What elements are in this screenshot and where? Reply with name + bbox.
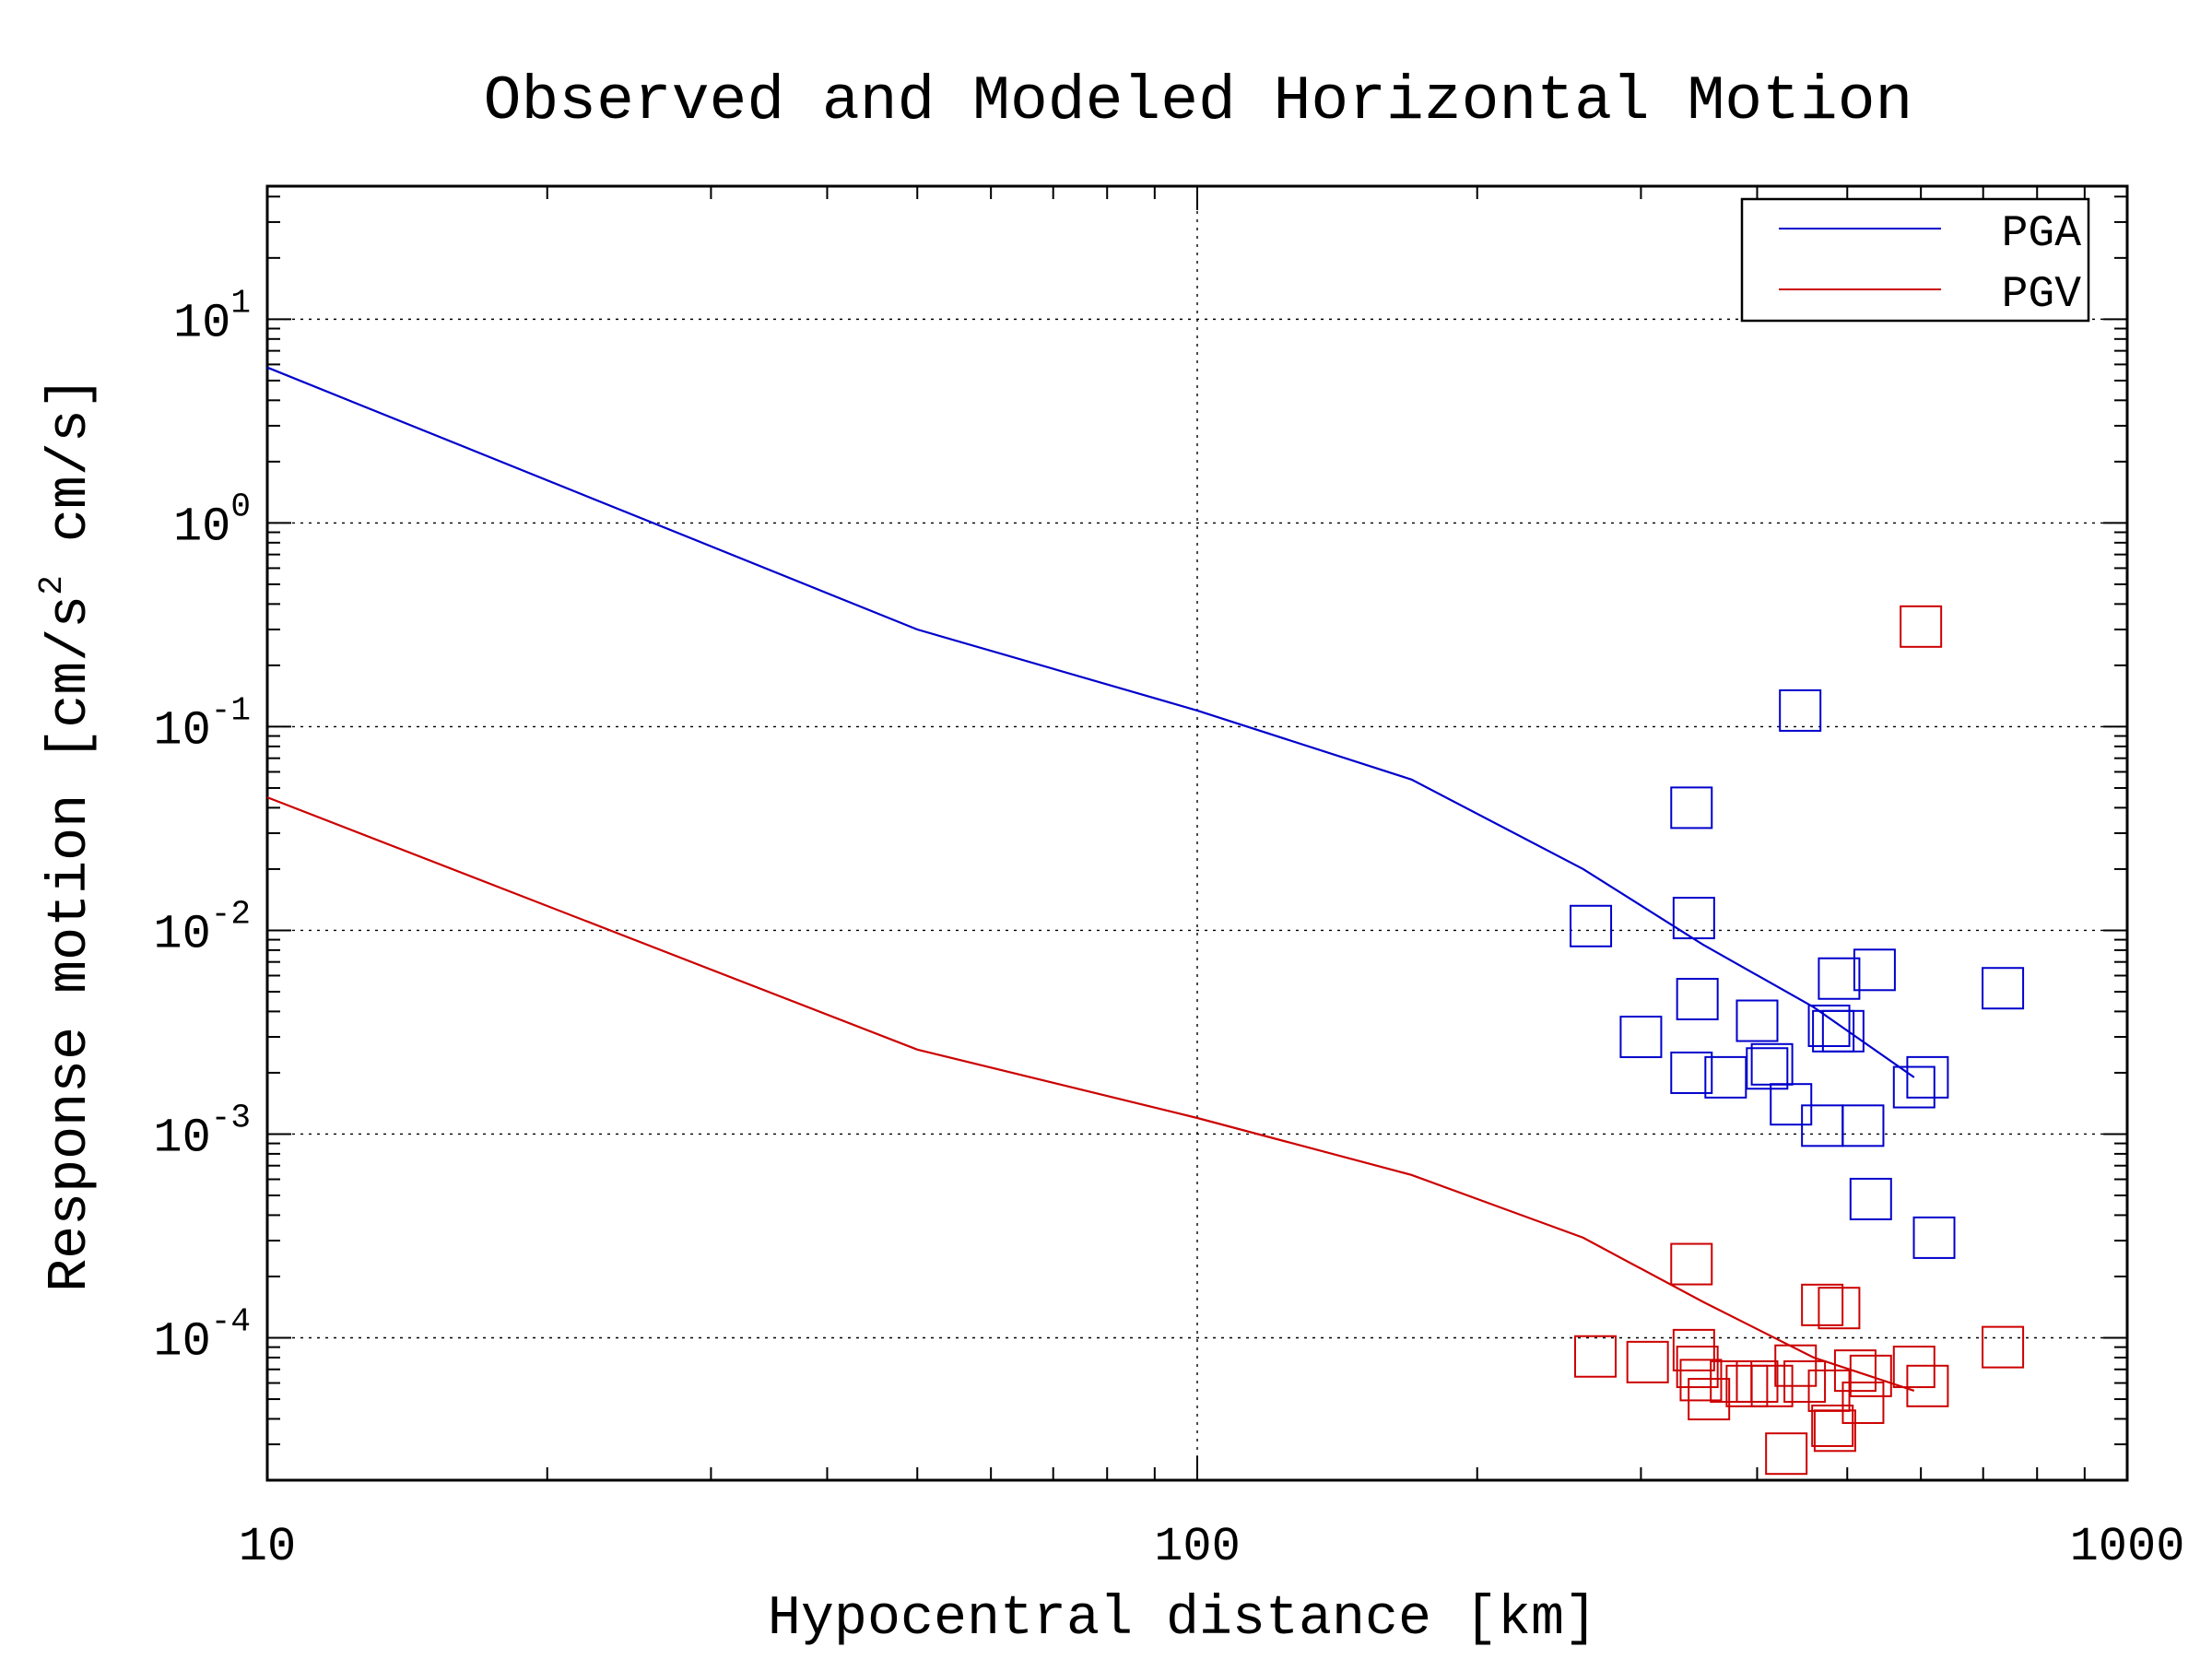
plot-area-frame bbox=[265, 184, 2129, 1482]
observed-markers bbox=[1570, 605, 2025, 1476]
observed-point-pgv bbox=[1813, 1409, 1856, 1453]
legend-label-pga: PGA bbox=[2002, 209, 2082, 259]
observed-point-pga bbox=[1801, 1104, 1844, 1147]
observed-point-pga bbox=[1807, 1005, 1851, 1048]
y-tick-label: 10-3 bbox=[153, 1099, 251, 1165]
y-tick-label: 10-2 bbox=[153, 895, 251, 961]
observed-point-pga bbox=[1746, 1047, 1789, 1090]
observed-point-pgv bbox=[1735, 1359, 1779, 1403]
observed-point-pgv bbox=[1670, 1242, 1713, 1286]
y-axis-label-tail: cm/s] bbox=[40, 376, 102, 575]
x-tick-label: 100 bbox=[1154, 1520, 1241, 1574]
y-tick-label-exponent: -2 bbox=[211, 895, 251, 933]
observed-point-pga bbox=[1770, 1083, 1813, 1126]
model-lines bbox=[266, 366, 1915, 1392]
observed-point-pgv bbox=[1892, 1346, 1936, 1389]
observed-point-pga bbox=[1821, 1009, 1865, 1053]
observed-point-pga bbox=[1906, 1055, 1949, 1099]
observed-point-pgv bbox=[1783, 1359, 1827, 1403]
observed-point-pga bbox=[1841, 1104, 1885, 1147]
y-tick-label-base: 10 bbox=[153, 703, 210, 758]
observed-point-pga bbox=[1779, 688, 1822, 732]
y-tick-label-exponent: 1 bbox=[230, 284, 251, 322]
observed-point-pgv bbox=[1906, 1364, 1949, 1407]
y-tick-label-base: 10 bbox=[173, 296, 230, 350]
observed-point-pgv bbox=[1573, 1335, 1617, 1378]
observed-point-pga bbox=[1670, 1051, 1713, 1094]
observed-point-pga bbox=[1735, 999, 1779, 1042]
observed-point-pgv bbox=[1676, 1346, 1719, 1389]
y-tick-label-exponent: -3 bbox=[211, 1099, 251, 1136]
observed-point-pga bbox=[1570, 904, 1613, 947]
y-tick-label: 101 bbox=[173, 284, 251, 350]
observed-point-pga bbox=[1818, 957, 1861, 1000]
model-line-pga bbox=[266, 366, 1915, 1078]
observed-point-pga bbox=[1849, 1177, 1892, 1220]
observed-point-pgv bbox=[1774, 1344, 1818, 1387]
y-tick-label-exponent: 0 bbox=[230, 488, 251, 525]
y-axis-label-exponent: 2 bbox=[33, 575, 71, 595]
y-tick-label-base: 10 bbox=[153, 1111, 210, 1165]
y-tick-label-base: 10 bbox=[153, 907, 210, 961]
grid-lines bbox=[267, 186, 2127, 1480]
observed-point-pgv bbox=[1811, 1404, 1854, 1447]
observed-point-pga bbox=[1982, 967, 2025, 1010]
observed-point-pgv bbox=[1841, 1381, 1885, 1424]
observed-point-pgv bbox=[1672, 1328, 1715, 1371]
observed-point-pga bbox=[1619, 1016, 1663, 1059]
legend-box bbox=[1740, 197, 2090, 323]
observed-point-pgv bbox=[1900, 605, 1943, 648]
y-tick-label-base: 10 bbox=[153, 1315, 210, 1370]
y-tick-label: 10-1 bbox=[153, 691, 251, 758]
observed-point-pgv bbox=[1818, 1287, 1861, 1330]
chart-title: Observed and Modeled Horizontal Motion bbox=[484, 66, 1913, 137]
y-axis-label: Response motion [cm/s2 cm/s] bbox=[33, 376, 102, 1292]
observed-point-pga bbox=[1853, 948, 1896, 992]
observed-point-pgv bbox=[1849, 1354, 1892, 1397]
observed-point-pga bbox=[1676, 977, 1719, 1020]
y-tick-label: 10-4 bbox=[153, 1303, 251, 1370]
x-axis-label: Hypocentral distance [km] bbox=[768, 1588, 1597, 1651]
axis-ticks bbox=[266, 186, 2127, 1481]
y-tick-label-exponent: -4 bbox=[211, 1303, 251, 1341]
y-tick-label: 100 bbox=[173, 488, 251, 554]
observed-point-pgv bbox=[1801, 1283, 1844, 1326]
observed-point-pga bbox=[1670, 786, 1713, 830]
observed-point-pga bbox=[1892, 1065, 1936, 1109]
observed-point-pgv bbox=[1679, 1359, 1723, 1402]
observed-point-pga bbox=[1672, 897, 1715, 940]
model-line-pgv bbox=[266, 796, 1915, 1392]
observed-point-pgv bbox=[1725, 1364, 1769, 1407]
x-axis-tick-labels: 10 100 1000 bbox=[239, 1520, 2185, 1574]
legend-label-pgv: PGV bbox=[2002, 270, 2082, 320]
y-tick-label-exponent: -1 bbox=[211, 691, 251, 729]
observed-point-pga bbox=[1750, 1042, 1794, 1086]
x-tick-label: 1000 bbox=[2070, 1520, 2185, 1574]
observed-point-pgv bbox=[1626, 1340, 1669, 1383]
observed-point-pgv bbox=[1765, 1432, 1808, 1476]
legend: PGA PGV bbox=[1740, 197, 2090, 323]
y-axis-label-main: Response motion [cm/s bbox=[40, 595, 102, 1292]
observed-point-pgv bbox=[1688, 1378, 1731, 1421]
observed-point-pga bbox=[1912, 1216, 1956, 1259]
observed-point-pgv bbox=[1833, 1349, 1877, 1393]
x-tick-label: 10 bbox=[239, 1520, 296, 1574]
y-tick-label-base: 10 bbox=[173, 500, 230, 554]
observed-point-pgv bbox=[1982, 1325, 2025, 1369]
